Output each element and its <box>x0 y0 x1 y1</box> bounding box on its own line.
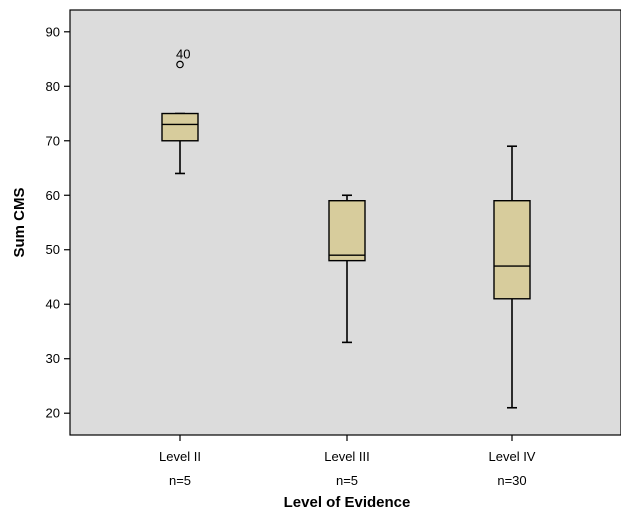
x-axis-title: Level of Evidence <box>284 494 411 511</box>
outlier-label: 40 <box>176 46 190 61</box>
y-tick-label: 50 <box>46 242 60 257</box>
y-tick-label: 20 <box>46 406 60 421</box>
x-category-count: n=5 <box>169 473 191 488</box>
y-tick-label: 30 <box>46 351 60 366</box>
box-series: 40 <box>161 46 531 409</box>
box-1: 40 <box>161 46 199 175</box>
y-tick-label: 80 <box>46 79 60 94</box>
y-tick-label: 40 <box>46 297 60 312</box>
y-axis-title: Sum CMS <box>11 187 28 257</box>
iqr-box <box>161 112 199 142</box>
x-category-label: Level II <box>159 449 201 464</box>
y-tick-label: 70 <box>46 133 60 148</box>
box-2 <box>328 194 366 344</box>
iqr-box <box>328 200 366 262</box>
x-category-label: Level IV <box>489 449 536 464</box>
y-tick-label: 90 <box>46 24 60 39</box>
x-axis: Level II n=5 Level III n=5 Level IV n=30 <box>159 435 536 488</box>
box-3 <box>493 145 531 409</box>
y-tick-label: 60 <box>46 188 60 203</box>
outlier-point <box>176 60 184 69</box>
x-category-label: Level III <box>324 449 370 464</box>
x-category-count: n=5 <box>336 473 358 488</box>
x-category-count: n=30 <box>497 473 526 488</box>
iqr-box <box>493 200 531 300</box>
y-axis: 20 30 40 50 60 70 80 90 <box>46 24 70 421</box>
